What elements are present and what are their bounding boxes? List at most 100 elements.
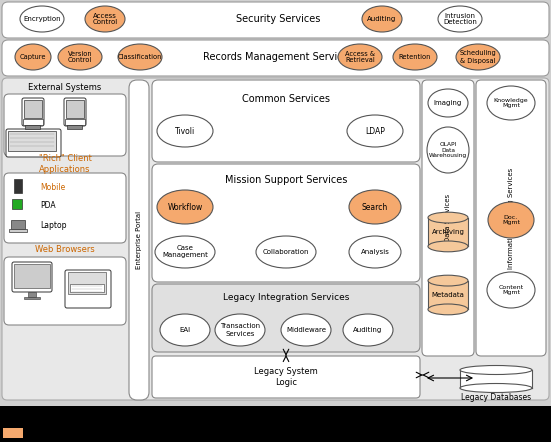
Text: Knowledge
Mgmt: Knowledge Mgmt	[494, 98, 528, 108]
Ellipse shape	[460, 384, 532, 392]
Ellipse shape	[362, 6, 402, 32]
Ellipse shape	[428, 304, 468, 315]
Ellipse shape	[438, 6, 482, 32]
Ellipse shape	[428, 212, 468, 223]
Bar	[23, 119, 43, 125]
Ellipse shape	[428, 275, 468, 286]
Text: Doc.
Mgmt: Doc. Mgmt	[502, 215, 520, 225]
Text: Workflow: Workflow	[168, 202, 203, 212]
Text: Legacy System
Logic: Legacy System Logic	[254, 367, 318, 387]
Text: Laptop: Laptop	[40, 221, 67, 229]
Text: Transaction
Services: Transaction Services	[220, 324, 260, 336]
Text: Analysis: Analysis	[360, 249, 390, 255]
FancyBboxPatch shape	[12, 262, 52, 292]
FancyBboxPatch shape	[4, 94, 126, 156]
Text: PDA: PDA	[40, 201, 56, 210]
FancyBboxPatch shape	[152, 80, 420, 162]
Text: LDAP: LDAP	[365, 126, 385, 136]
FancyBboxPatch shape	[65, 270, 111, 308]
FancyBboxPatch shape	[129, 80, 149, 400]
Bar	[24, 100, 42, 118]
Text: EAI: EAI	[180, 327, 191, 333]
Ellipse shape	[215, 314, 265, 346]
Text: Imaging: Imaging	[434, 100, 462, 106]
Bar	[65, 119, 85, 125]
Text: Common Services: Common Services	[242, 94, 330, 104]
Bar	[428, 217, 468, 246]
Ellipse shape	[157, 115, 213, 147]
Bar	[12, 199, 22, 209]
Text: Enterprise Portal: Enterprise Portal	[136, 211, 142, 269]
Bar	[11, 220, 25, 229]
Ellipse shape	[393, 44, 437, 70]
Ellipse shape	[160, 314, 210, 346]
Ellipse shape	[427, 127, 469, 173]
Text: Mission Support Services: Mission Support Services	[225, 175, 347, 185]
Ellipse shape	[343, 314, 393, 346]
Bar	[428, 281, 468, 309]
Ellipse shape	[155, 236, 215, 268]
Text: Auditing: Auditing	[368, 16, 397, 22]
Ellipse shape	[58, 44, 102, 70]
FancyBboxPatch shape	[2, 78, 549, 400]
Text: Access &
Retrieval: Access & Retrieval	[345, 50, 375, 64]
Ellipse shape	[428, 241, 468, 252]
Text: Information Sharing Services: Information Sharing Services	[508, 168, 514, 269]
Ellipse shape	[157, 190, 213, 224]
Text: Content
Mgmt: Content Mgmt	[499, 285, 523, 295]
Text: Collaboration: Collaboration	[263, 249, 309, 255]
Ellipse shape	[15, 44, 51, 70]
Text: Tivoli: Tivoli	[175, 126, 195, 136]
Ellipse shape	[488, 202, 534, 238]
Ellipse shape	[456, 44, 500, 70]
Text: Records Management Services: Records Management Services	[203, 52, 353, 62]
Text: Scheduling
& Disposal: Scheduling & Disposal	[460, 50, 496, 64]
Ellipse shape	[281, 314, 331, 346]
Bar	[460, 370, 532, 388]
Bar	[25, 125, 40, 129]
Text: Intrusion
Detection: Intrusion Detection	[443, 12, 477, 26]
Text: Web Browsers: Web Browsers	[35, 244, 95, 254]
Bar	[24, 297, 40, 299]
Ellipse shape	[460, 366, 532, 374]
Text: Legacy Integration Services: Legacy Integration Services	[223, 293, 349, 301]
Bar	[67, 125, 82, 129]
Text: Archiving: Archiving	[431, 229, 464, 235]
Ellipse shape	[349, 236, 401, 268]
Bar	[68, 272, 106, 294]
Text: Security Services: Security Services	[236, 14, 320, 24]
FancyBboxPatch shape	[6, 129, 61, 157]
Text: Encryption: Encryption	[23, 16, 61, 22]
FancyBboxPatch shape	[2, 40, 549, 76]
Bar	[28, 292, 36, 297]
Text: Metadata: Metadata	[431, 292, 464, 298]
Ellipse shape	[487, 272, 535, 308]
Text: Auditing: Auditing	[353, 327, 382, 333]
Ellipse shape	[85, 6, 125, 32]
Ellipse shape	[349, 190, 401, 224]
Text: OLAPI
Data
Warehousing: OLAPI Data Warehousing	[429, 142, 467, 158]
Text: Access
Control: Access Control	[93, 12, 117, 26]
Ellipse shape	[487, 86, 535, 120]
FancyBboxPatch shape	[152, 356, 420, 398]
Bar	[70, 284, 104, 292]
Ellipse shape	[428, 89, 468, 117]
FancyBboxPatch shape	[22, 98, 44, 126]
Text: Case
Management: Case Management	[162, 245, 208, 259]
Bar	[9, 229, 27, 232]
Bar	[0, 406, 551, 442]
FancyBboxPatch shape	[152, 284, 420, 352]
Text: Version
Control: Version Control	[68, 50, 93, 64]
Ellipse shape	[20, 6, 64, 32]
Text: External Systems: External Systems	[28, 83, 101, 91]
Bar	[14, 179, 22, 193]
Text: Data Services: Data Services	[445, 194, 451, 242]
FancyBboxPatch shape	[64, 98, 86, 126]
FancyBboxPatch shape	[152, 164, 420, 282]
FancyBboxPatch shape	[4, 257, 126, 325]
Text: Classification: Classification	[118, 54, 162, 60]
Text: Legacy Databases: Legacy Databases	[461, 393, 531, 403]
Bar	[14, 264, 50, 288]
Text: Mobile: Mobile	[40, 183, 65, 191]
Ellipse shape	[118, 44, 162, 70]
